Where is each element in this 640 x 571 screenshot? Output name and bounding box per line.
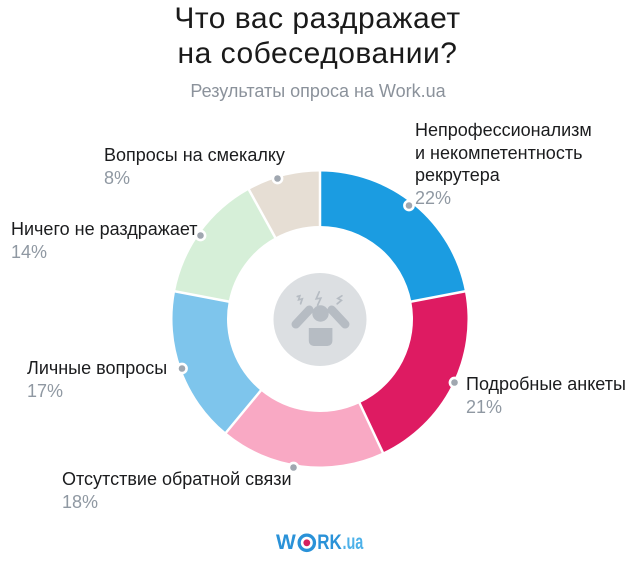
svg-text:W: W <box>276 531 296 554</box>
svg-text:RK: RK <box>317 531 342 554</box>
svg-text:.ua: .ua <box>343 531 364 554</box>
